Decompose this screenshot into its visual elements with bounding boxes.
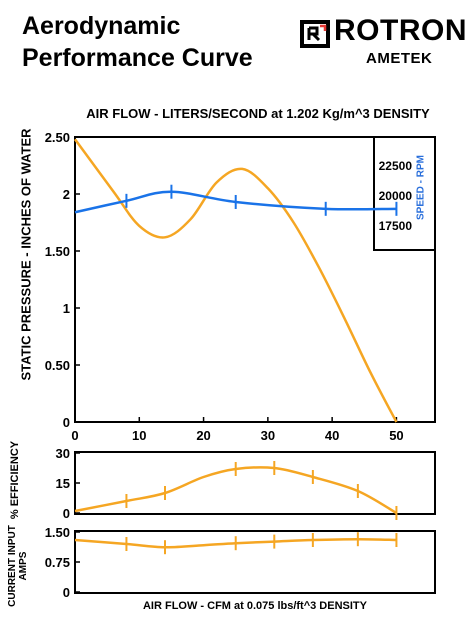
y-tick-label: 15 [56,476,70,491]
y-axis-label-current: CURRENT INPUT AMPS [7,525,29,607]
rpm-inset-box [373,136,436,251]
x-tick-label: 50 [389,428,403,443]
rpm-tick-label: 20000 [379,189,413,203]
y-tick-label: 0.75 [45,555,70,570]
rpm-axis-label: SPEED - RPM [415,155,427,221]
page-title-line1: Aerodynamic [22,12,181,40]
chart-top-title: AIR FLOW - LITERS/SECOND at 1.202 Kg/m^3… [86,106,430,121]
brand-name: ROTRON [334,14,467,47]
y-tick-label: 2 [63,187,70,202]
y-tick-label: 0 [63,415,70,430]
rpm-tick-label: 17500 [379,219,413,233]
x-tick-label: 10 [132,428,146,443]
y-tick-label: 1.50 [45,244,70,259]
rotron-logo-icon [300,20,330,48]
x-tick-label: 0 [71,428,78,443]
rpm-axis-content: 22500 20000 17500 [379,159,413,233]
y-tick-label: 2.50 [45,130,70,145]
pressure-panel-content: 0 0.50 1 1.50 2 2.50 0 10 20 30 40 50 [45,130,404,443]
y-tick-label: 30 [56,446,70,461]
current-panel-content: 0 0.75 1.50 [45,525,398,600]
y-tick-label: 1.50 [45,525,70,540]
x-axis-label-cfm: AIR FLOW - CFM at 0.075 lbs/ft^3 DENSITY [142,600,367,612]
page-title-line2: Performance Curve [22,44,253,72]
series-line-0-0 [73,138,398,423]
x-tick-label: 30 [261,428,275,443]
x-tick-label: 20 [196,428,210,443]
x-tick-label: 40 [325,428,339,443]
y-tick-label: 1 [63,301,70,316]
y-axis-label-efficiency: % EFFICIENCY [9,440,21,520]
parent-brand-name: AMETEK [366,50,433,67]
y-tick-label: 0 [63,585,70,600]
rpm-tick-label: 22500 [379,159,413,173]
y-tick-label: 0.50 [45,358,70,373]
efficiency-panel-content: 0 15 30 [56,446,398,521]
pressure-panel-frame [74,136,436,423]
y-tick-label: 0 [63,506,70,521]
